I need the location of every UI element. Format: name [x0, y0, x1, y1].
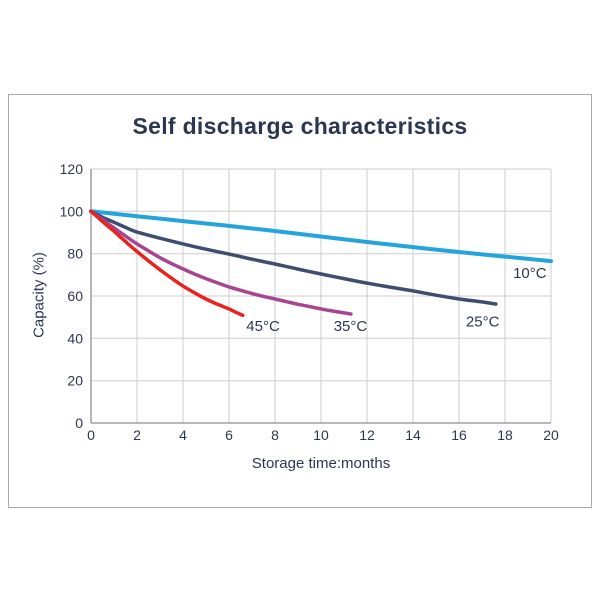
series-line-35c — [89, 209, 353, 316]
series-label-10c: 10°C — [513, 265, 547, 282]
series-label-45c: 45°C — [246, 318, 280, 335]
series-label-25c: 25°C — [466, 314, 500, 331]
x-tick-label: 4 — [179, 427, 187, 443]
y-axis-label: Capacity (%) — [30, 252, 48, 338]
x-tick-label: 8 — [271, 427, 279, 443]
y-tick-label: 60 — [67, 288, 83, 304]
x-tick-label: 12 — [359, 427, 375, 443]
y-tick-label: 20 — [67, 373, 83, 389]
y-tick-label: 120 — [60, 161, 84, 177]
series-line-25c — [89, 209, 498, 306]
x-tick-label: 20 — [543, 427, 559, 443]
series-line-45c — [89, 209, 245, 318]
line-chart: 0 2 4 6 8 10 12 14 16 18 20 0 20 40 60 80 100 120 10°C 25°C… — [60, 161, 559, 443]
x-tick-label: 18 — [497, 427, 513, 443]
x-tick-label: 10 — [313, 427, 329, 443]
series-label-35c: 35°C — [334, 318, 368, 335]
x-tick-label: 0 — [87, 427, 95, 443]
x-axis-label: Storage time:months — [251, 455, 391, 472]
x-tick-label: 2 — [133, 427, 141, 443]
chart-frame: Self discharge characteristics 0 2 4 6 8 10 12… — [8, 94, 592, 508]
x-tick-label: 6 — [225, 427, 233, 443]
y-tick-label: 80 — [67, 246, 83, 262]
x-tick-label: 14 — [405, 427, 421, 443]
y-tick-label: 100 — [60, 203, 84, 219]
y-tick-label: 0 — [75, 415, 83, 431]
y-tick-label: 40 — [67, 330, 83, 346]
series-line-10c — [89, 209, 553, 264]
x-tick-label: 16 — [451, 427, 467, 443]
chart-title: Self discharge characteristics — [132, 113, 468, 139]
